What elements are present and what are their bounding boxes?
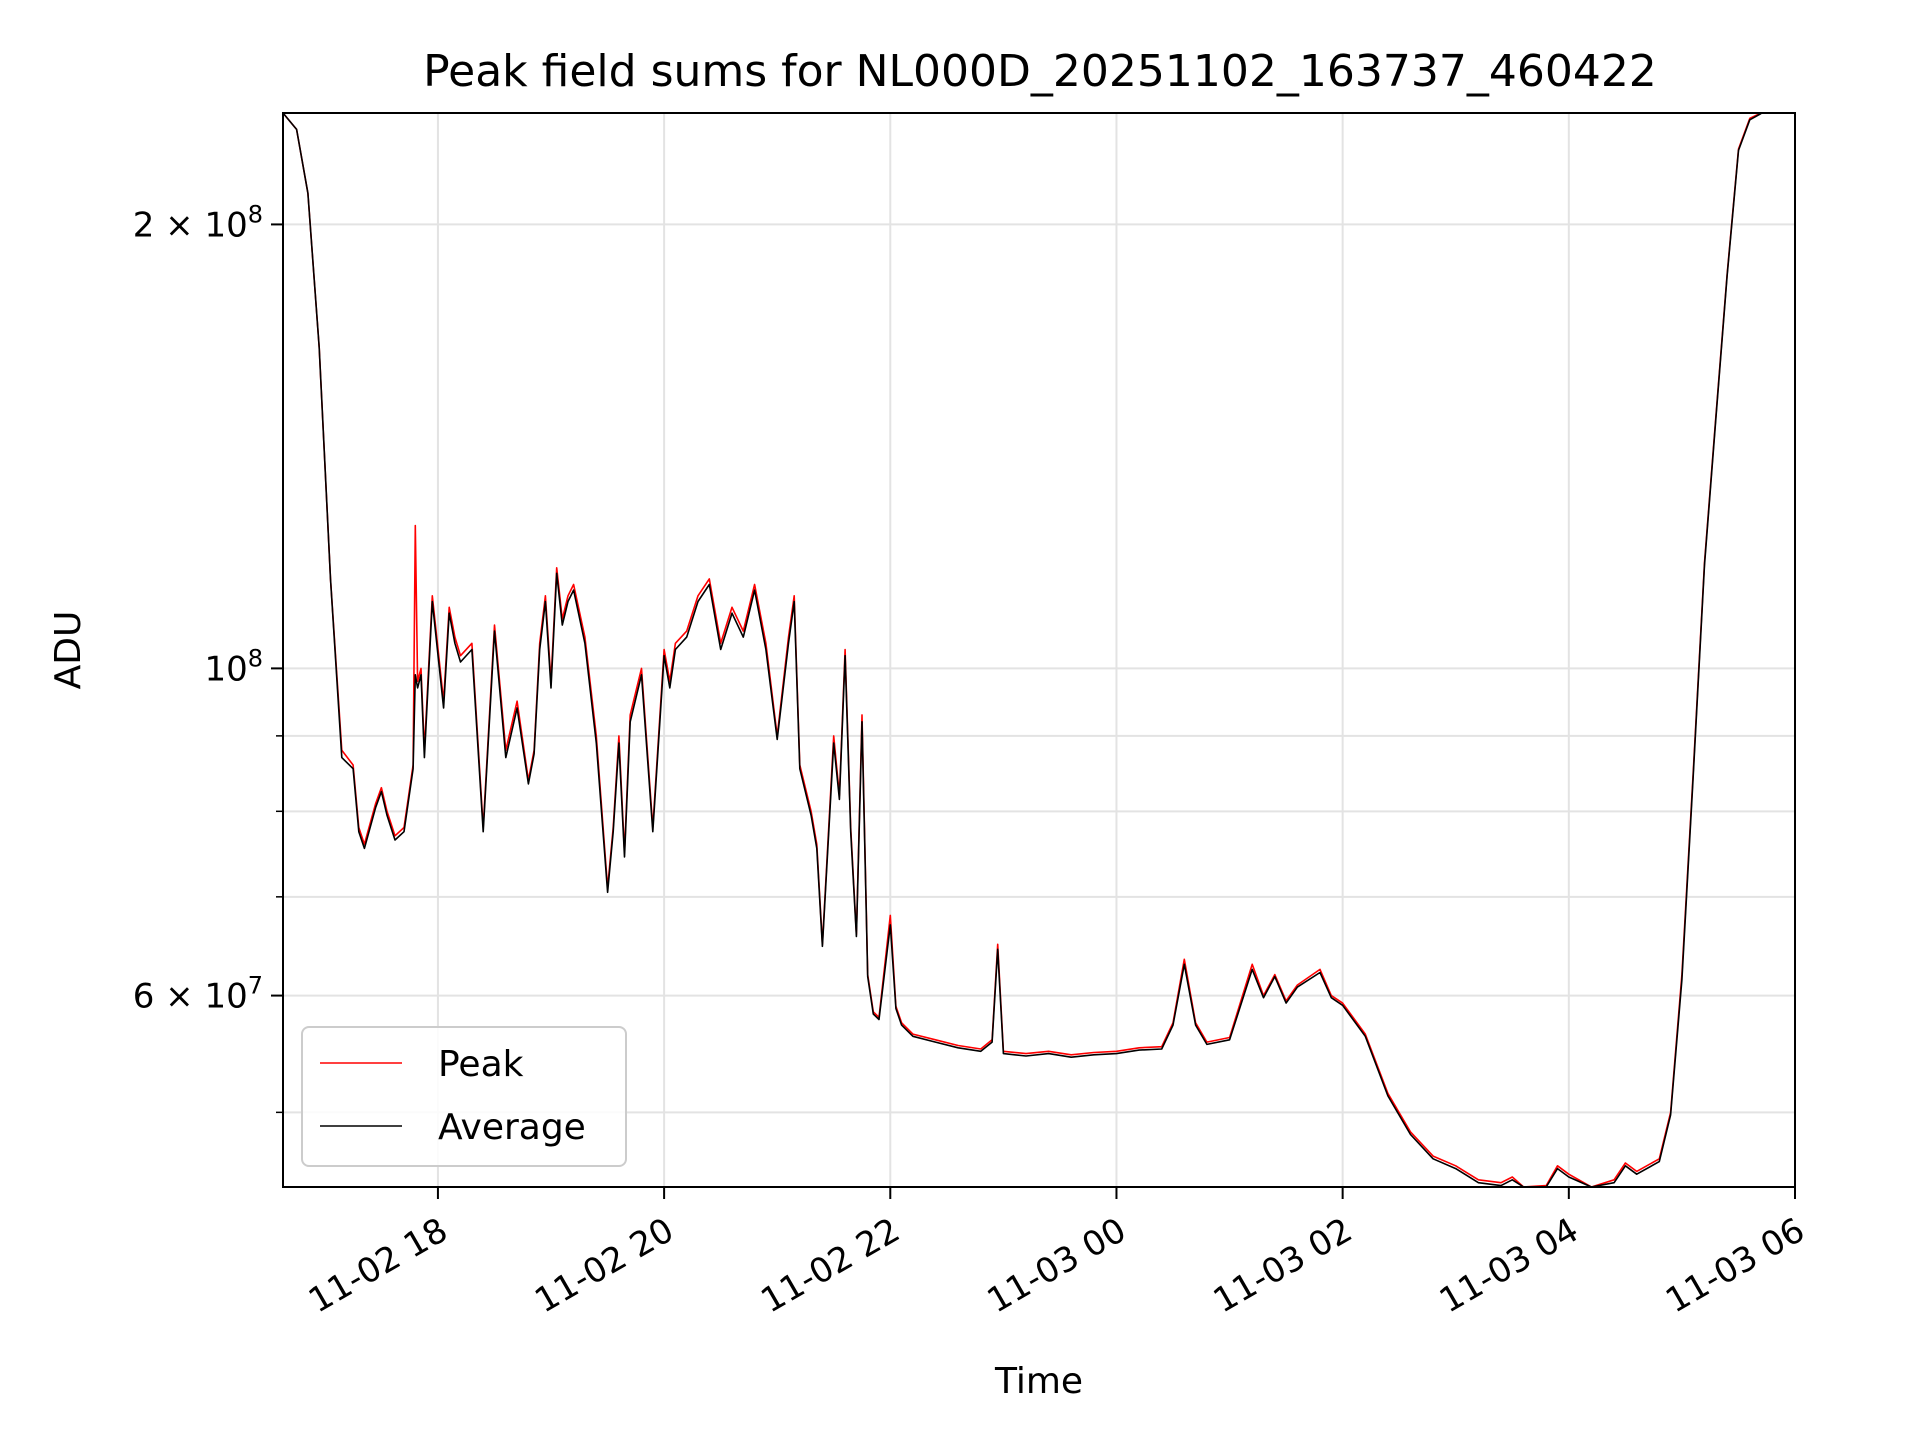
y-tick-label: 6 × 107: [133, 972, 263, 1017]
legend: Peak Average: [301, 1026, 627, 1167]
x-tick-label: 11-03 00: [981, 1210, 1133, 1321]
legend-label-average: Average: [438, 1107, 586, 1148]
x-axis: 11-02 18 11-02 20 11-02 22 11-03 00 11-03 02…: [302, 1187, 1812, 1321]
plot-area: [282, 112, 1762, 1188]
grid-lines: [283, 113, 1796, 1187]
series-line-peak: [282, 112, 1762, 1188]
legend-label-peak: Peak: [438, 1044, 524, 1085]
x-tick-label: 11-03 04: [1433, 1210, 1585, 1321]
x-tick-label: 11-03 02: [1207, 1210, 1359, 1321]
y-axis-label: ADU: [48, 611, 89, 690]
plot-frame: [282, 112, 1796, 1188]
y-tick-label: 108: [204, 644, 263, 689]
x-tick-label: 11-02 20: [528, 1210, 680, 1321]
legend-box: [301, 1026, 627, 1167]
series-line-average: [282, 112, 1762, 1188]
x-tick-label: 11-02 18: [302, 1210, 454, 1321]
x-tick-label: 11-03 06: [1659, 1210, 1811, 1321]
chart-title: Peak field sums for NL000D_20251102_1637…: [423, 46, 1657, 97]
x-tick-label: 11-02 22: [754, 1210, 906, 1321]
y-tick-label: 2 × 108: [133, 200, 263, 245]
y-axis: 2 × 108 108 6 × 107: [133, 200, 283, 1114]
x-axis-label: Time: [994, 1361, 1083, 1402]
